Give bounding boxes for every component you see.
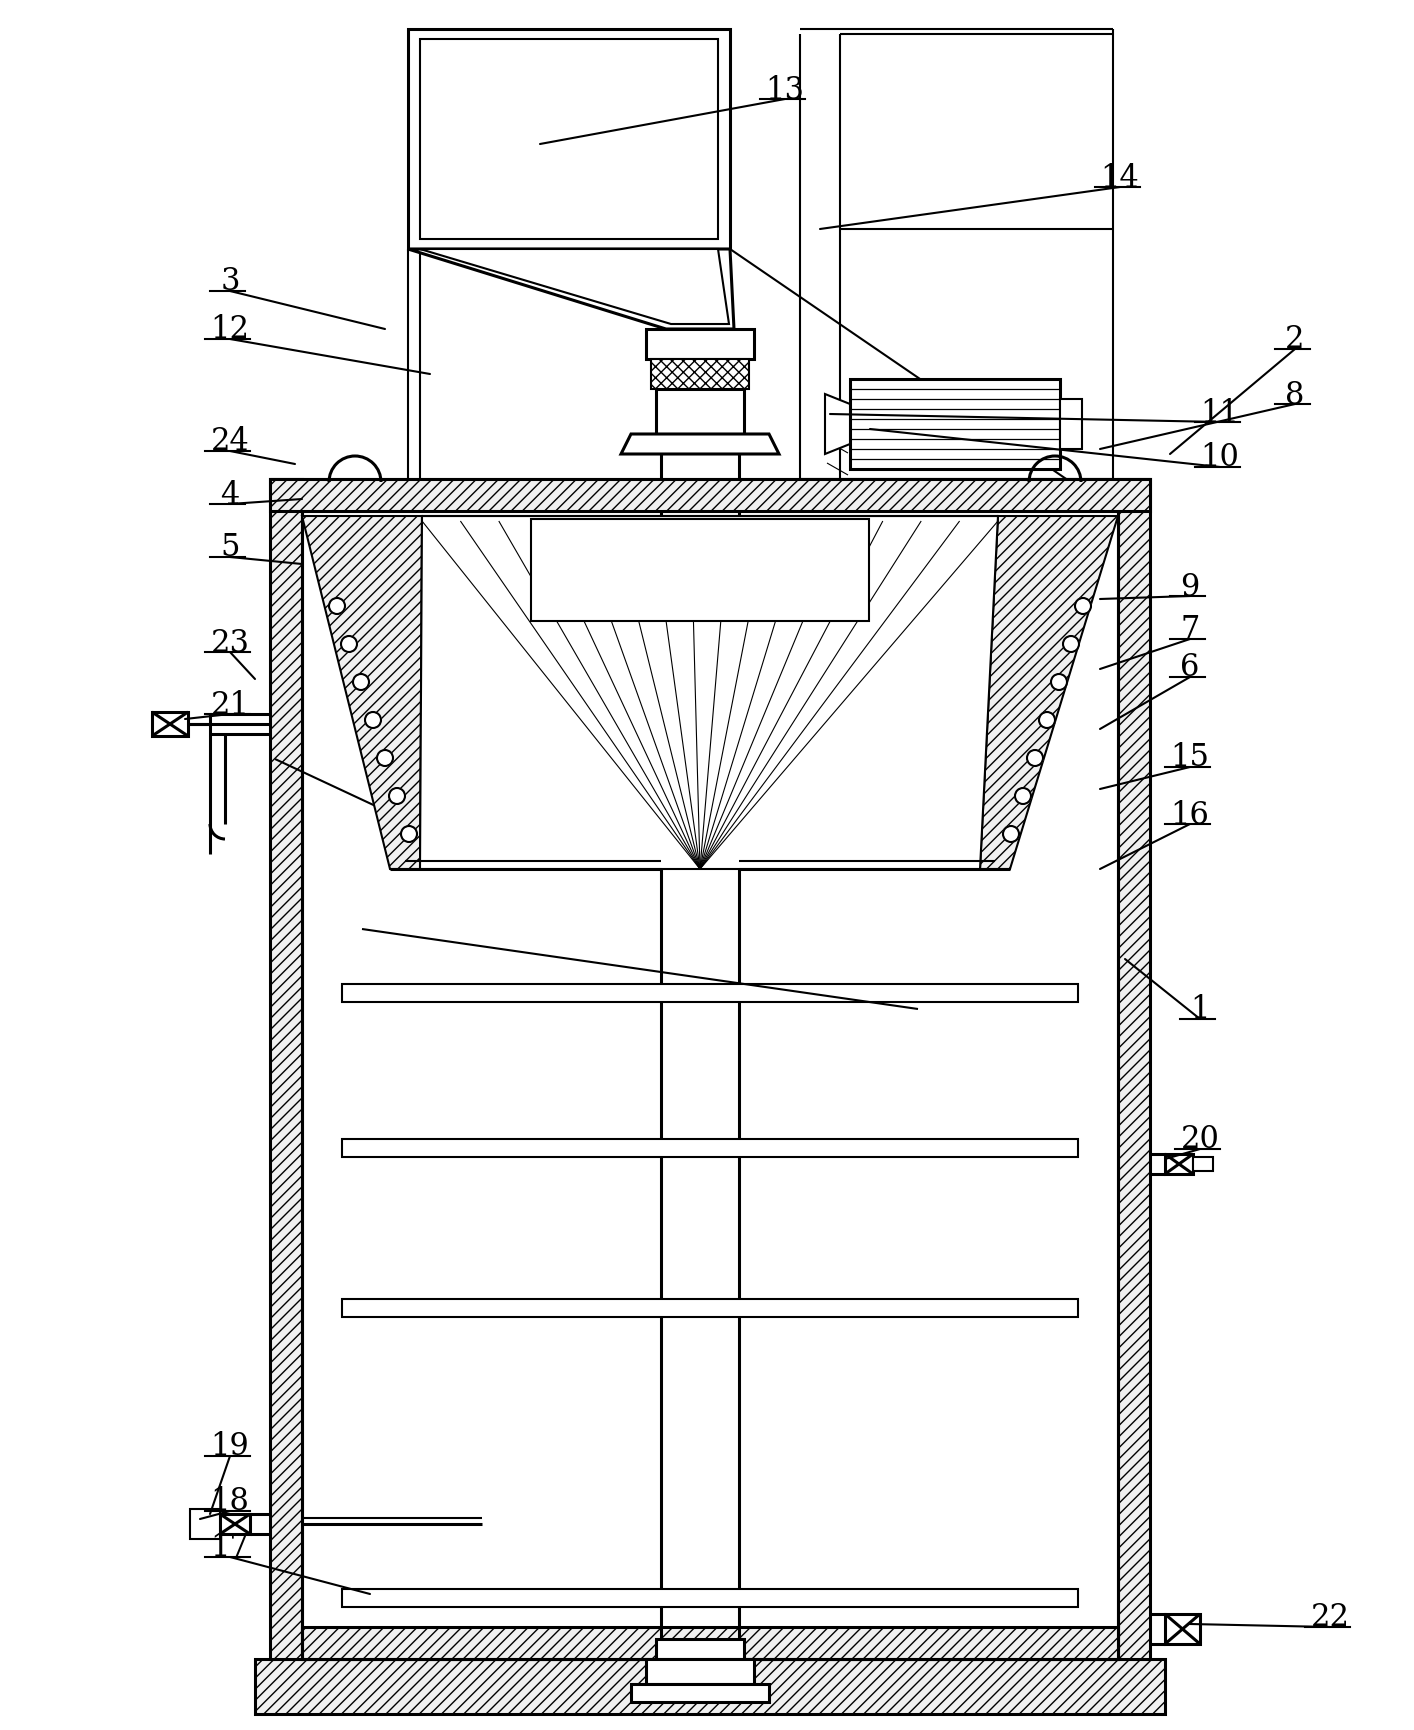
Text: 9: 9 (1181, 571, 1199, 602)
Bar (656, 389, 744, 439)
Text: 18: 18 (211, 1486, 249, 1517)
Circle shape (402, 827, 417, 843)
Text: 21: 21 (211, 689, 249, 720)
Bar (221, 1514, 250, 1535)
Text: 22: 22 (1311, 1602, 1349, 1633)
Text: 14: 14 (1100, 163, 1140, 194)
Circle shape (1027, 751, 1044, 766)
Polygon shape (824, 394, 850, 455)
Circle shape (389, 789, 404, 804)
Bar (342, 984, 1077, 1002)
Circle shape (1075, 599, 1092, 614)
Bar (631, 1683, 769, 1702)
Bar (189, 1509, 221, 1540)
Polygon shape (255, 1659, 1165, 1714)
Bar (646, 1659, 754, 1683)
Polygon shape (303, 1626, 1118, 1659)
Bar (656, 1638, 744, 1659)
Text: 2: 2 (1285, 324, 1305, 355)
Bar (532, 519, 870, 621)
Bar (342, 1299, 1077, 1317)
Polygon shape (650, 360, 749, 389)
Polygon shape (621, 434, 779, 455)
Bar (342, 1590, 1077, 1607)
Text: 5: 5 (221, 533, 240, 564)
Circle shape (1003, 827, 1019, 843)
Bar (1193, 1157, 1213, 1171)
Circle shape (329, 599, 345, 614)
Bar (409, 29, 730, 249)
Text: 23: 23 (211, 628, 249, 657)
Circle shape (1039, 713, 1055, 728)
Text: 13: 13 (765, 74, 805, 106)
Bar (1165, 1614, 1200, 1644)
Bar (646, 330, 754, 360)
Polygon shape (270, 479, 1150, 512)
Text: 19: 19 (211, 1431, 249, 1462)
Polygon shape (420, 517, 998, 870)
Circle shape (354, 675, 369, 690)
Text: 24: 24 (211, 426, 249, 457)
Text: 15: 15 (1171, 742, 1209, 773)
Polygon shape (270, 479, 303, 1659)
Text: 3: 3 (221, 266, 240, 298)
Text: 1: 1 (1191, 995, 1210, 1024)
Bar (342, 1140, 1077, 1157)
Polygon shape (1118, 479, 1150, 1659)
Bar (420, 40, 718, 240)
Circle shape (341, 637, 356, 652)
Text: 12: 12 (211, 315, 249, 346)
Text: 17: 17 (211, 1531, 249, 1562)
Text: 4: 4 (221, 479, 239, 510)
Text: 8: 8 (1285, 379, 1305, 410)
Bar (1060, 400, 1082, 450)
Circle shape (1015, 789, 1031, 804)
Circle shape (1063, 637, 1079, 652)
Circle shape (365, 713, 380, 728)
Polygon shape (409, 249, 734, 330)
Bar (1165, 1154, 1193, 1175)
Bar (151, 713, 188, 737)
Text: 7: 7 (1181, 614, 1199, 645)
Text: 6: 6 (1181, 652, 1199, 683)
Circle shape (1051, 675, 1068, 690)
Text: 20: 20 (1181, 1124, 1219, 1156)
Text: 10: 10 (1200, 443, 1240, 474)
Polygon shape (420, 249, 730, 325)
Polygon shape (980, 517, 1118, 870)
Text: 16: 16 (1171, 799, 1209, 830)
Polygon shape (303, 517, 421, 870)
Circle shape (378, 751, 393, 766)
Bar (850, 381, 1060, 471)
Text: 11: 11 (1200, 398, 1240, 429)
